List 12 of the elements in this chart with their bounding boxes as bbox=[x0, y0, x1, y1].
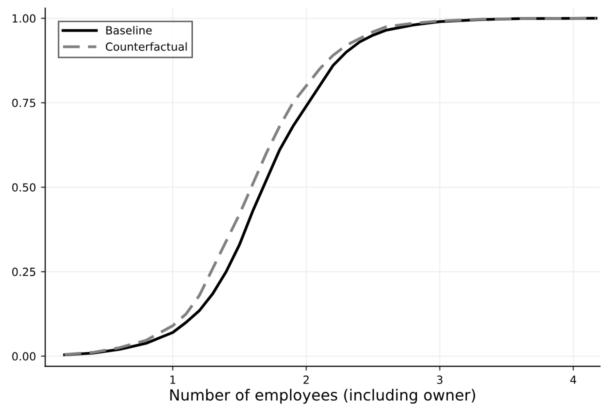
x-tick-label: 2 bbox=[304, 376, 309, 384]
x-tick-label: 3 bbox=[437, 376, 442, 384]
y-tick-label: 0.50 bbox=[12, 183, 36, 192]
y-tick-label: 0.00 bbox=[12, 352, 36, 361]
y-tick-label: 1.00 bbox=[12, 14, 36, 23]
y-tick-label: 0.75 bbox=[12, 98, 36, 108]
y-tick-label: 0.25 bbox=[12, 268, 36, 276]
x-tick-label: 4 bbox=[570, 376, 576, 384]
x-axis-title: Number of employees (including owner) bbox=[170, 388, 476, 404]
legend-label: Baseline bbox=[106, 26, 152, 35]
legend-label: Counterfactual bbox=[106, 42, 187, 51]
x-tick-label: 1 bbox=[170, 376, 176, 384]
